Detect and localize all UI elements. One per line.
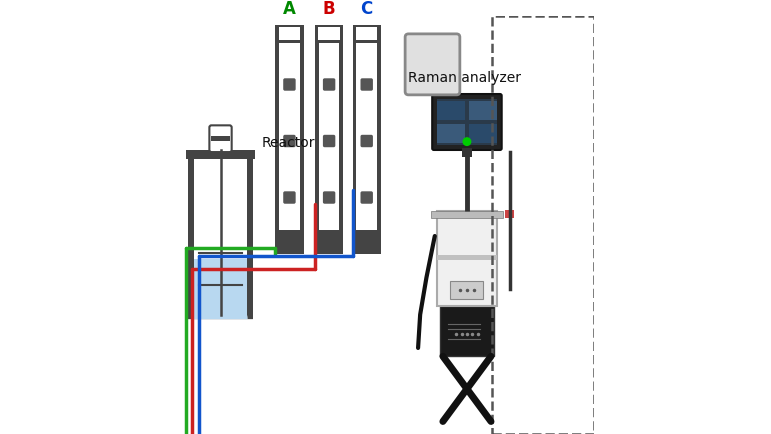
Bar	[247, 150, 253, 319]
Bar	[194, 150, 247, 319]
Polygon shape	[188, 285, 253, 319]
FancyBboxPatch shape	[405, 34, 460, 95]
FancyBboxPatch shape	[210, 125, 231, 152]
Bar	[450, 281, 483, 299]
Bar	[352, 25, 381, 43]
Bar	[437, 101, 465, 120]
FancyBboxPatch shape	[361, 191, 373, 204]
Text: A: A	[283, 0, 296, 18]
Text: C: C	[361, 0, 373, 18]
Bar	[275, 43, 304, 231]
FancyBboxPatch shape	[283, 135, 295, 147]
Circle shape	[463, 138, 471, 145]
Polygon shape	[194, 295, 247, 319]
FancyBboxPatch shape	[283, 78, 295, 91]
Bar	[437, 124, 465, 143]
Text: Reactor: Reactor	[261, 136, 315, 150]
Polygon shape	[194, 295, 247, 319]
FancyBboxPatch shape	[361, 135, 373, 147]
Bar	[318, 27, 340, 40]
Text: Raman analyzer: Raman analyzer	[409, 71, 521, 85]
Bar	[315, 231, 343, 254]
Bar	[462, 148, 472, 157]
FancyBboxPatch shape	[323, 135, 335, 147]
FancyBboxPatch shape	[323, 191, 335, 204]
Bar	[194, 259, 247, 319]
Bar	[315, 43, 343, 231]
FancyBboxPatch shape	[283, 191, 295, 204]
Bar	[356, 43, 377, 230]
Bar	[187, 150, 255, 159]
Bar	[275, 25, 304, 43]
Bar	[469, 101, 497, 120]
Bar	[275, 231, 304, 254]
Bar	[492, 16, 594, 434]
Bar	[352, 231, 381, 254]
FancyBboxPatch shape	[323, 78, 335, 91]
Bar	[437, 99, 497, 145]
Bar	[352, 43, 381, 231]
Bar	[211, 136, 230, 141]
Bar	[431, 211, 503, 217]
Bar	[278, 27, 300, 40]
FancyBboxPatch shape	[433, 94, 502, 150]
Bar	[319, 43, 339, 230]
Bar	[469, 124, 497, 143]
FancyBboxPatch shape	[361, 78, 373, 91]
Bar	[188, 150, 194, 319]
Bar	[505, 210, 513, 218]
Bar	[315, 25, 343, 43]
Text: B: B	[323, 0, 335, 18]
Bar	[437, 255, 497, 260]
Bar	[440, 306, 494, 356]
Bar	[356, 27, 378, 40]
Bar	[437, 211, 497, 306]
Bar	[279, 43, 300, 230]
